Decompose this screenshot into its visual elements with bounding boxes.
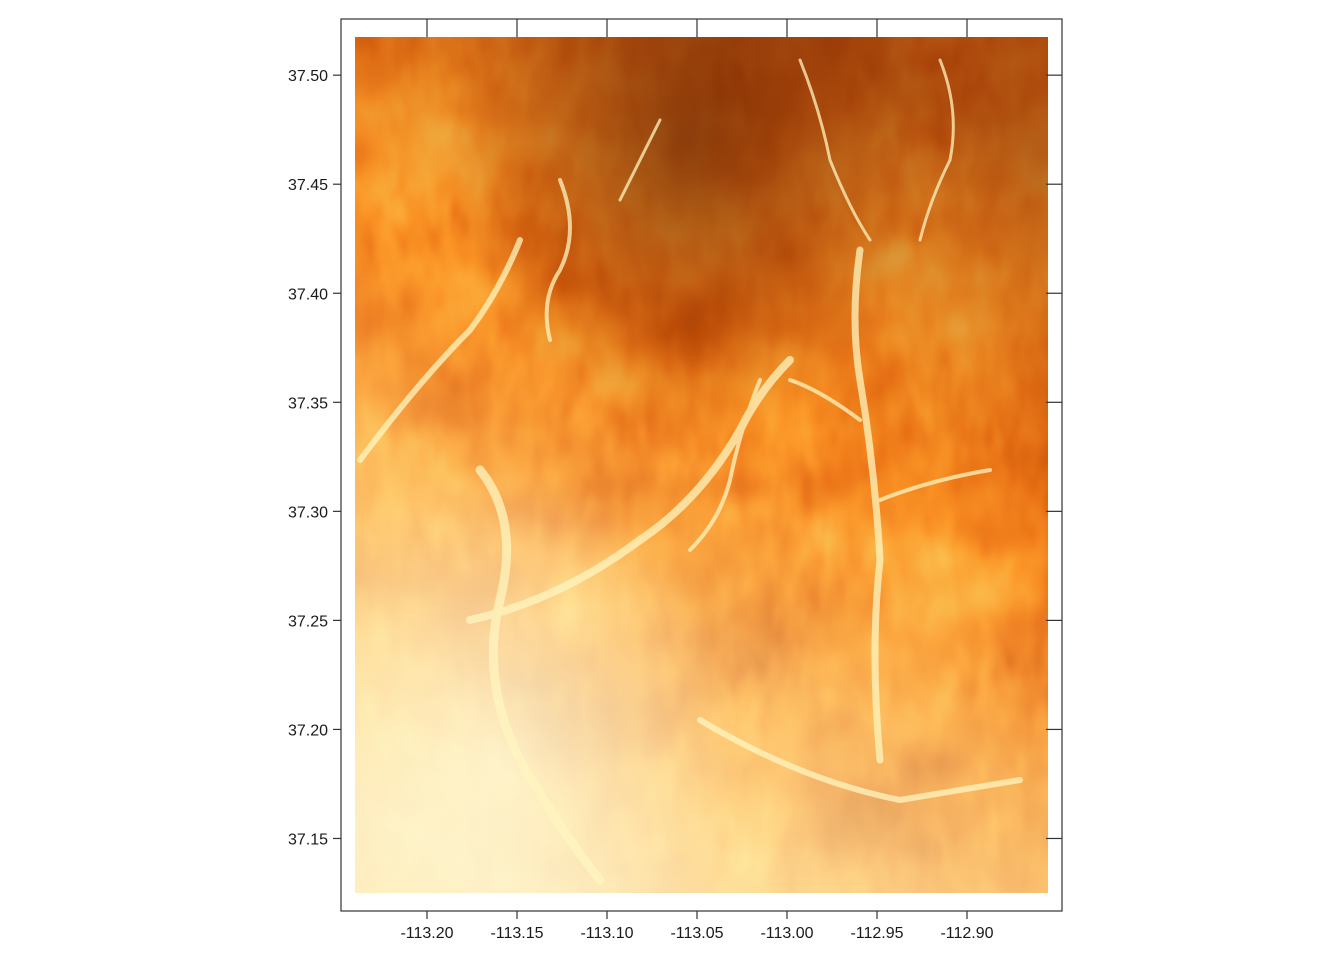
y-tick-label: 37.25 bbox=[288, 613, 328, 630]
elevation-raster bbox=[355, 37, 1048, 893]
x-tick-label: -113.00 bbox=[760, 925, 813, 942]
plot-frame bbox=[340, 18, 1063, 912]
x-tick-label: -113.20 bbox=[400, 925, 453, 942]
x-tick-label: -112.95 bbox=[850, 925, 903, 942]
y-tick-label: 37.45 bbox=[288, 177, 328, 194]
y-axis: 37.15 37.20 37.25 37.30 37.35 37.40 37.45 37.50 bbox=[288, 68, 1062, 848]
y-tick-label: 37.50 bbox=[288, 68, 328, 85]
y-tick-label: 37.15 bbox=[288, 831, 328, 848]
x-tick-label: -113.15 bbox=[490, 925, 543, 942]
y-tick-label: 37.35 bbox=[288, 395, 328, 412]
y-tick-label: 37.30 bbox=[288, 504, 328, 521]
x-tick-label: -112.90 bbox=[940, 925, 993, 942]
x-tick-label: -113.05 bbox=[670, 925, 723, 942]
y-tick-label: 37.40 bbox=[288, 286, 328, 303]
y-tick-label: 37.20 bbox=[288, 722, 328, 739]
drainage-channels bbox=[357, 58, 1023, 885]
x-axis: -113.20 -113.15 -113.10 -113.05 -113.00 -112.… bbox=[400, 19, 994, 942]
x-tick-label: -113.10 bbox=[580, 925, 633, 942]
